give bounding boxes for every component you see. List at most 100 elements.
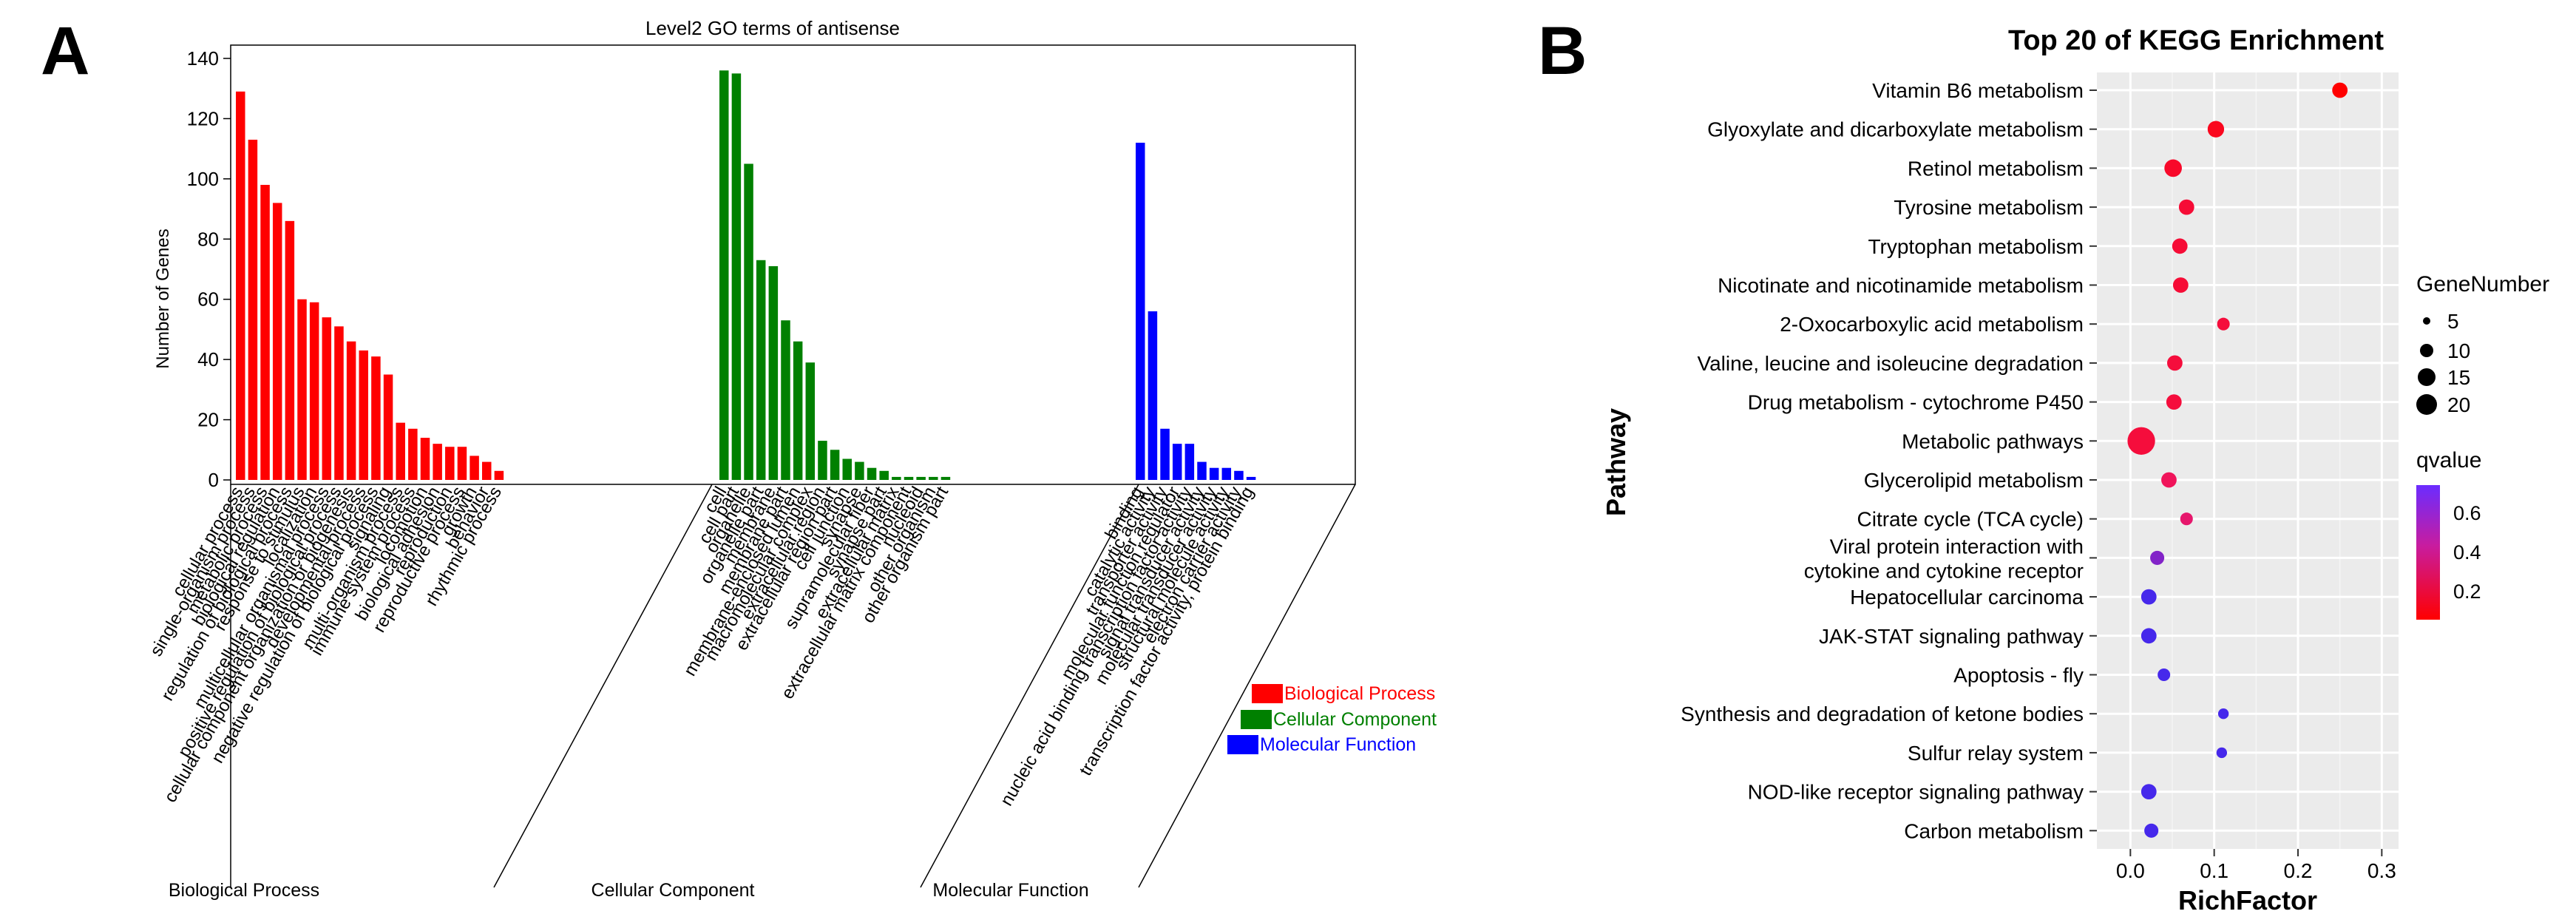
point-carbon-metabolism xyxy=(2144,823,2159,838)
bar-negative-regulation-of-biological-process xyxy=(371,356,381,480)
legend-label-biological-process: Biological Process xyxy=(1284,683,1435,704)
size-legend-label-5: 5 xyxy=(2447,310,2459,333)
y-tick-label: 120 xyxy=(187,107,219,129)
bar-membrane-enclosed-lumen xyxy=(793,341,803,480)
panel-b: B Top 20 of KEGG Enrichment Vitamin B6 m… xyxy=(1538,13,2549,914)
bar-structural-molecule-activity xyxy=(1221,467,1232,480)
bar-molecular-function-regulator xyxy=(1172,444,1182,480)
size-legend-label-15: 15 xyxy=(2447,366,2470,389)
pathway-label-apoptosis-fly: Apoptosis - fly xyxy=(1953,664,2084,687)
y-tick-label: 80 xyxy=(197,228,219,250)
pathway-label-carbon-metabolism: Carbon metabolism xyxy=(1904,819,2084,842)
point-synthesis-and-degradation-of-ketone-bodies xyxy=(2217,708,2229,720)
pathway-label-vitamin-b6-metabolism: Vitamin B6 metabolism xyxy=(1872,79,2084,102)
bar-organelle-part xyxy=(756,260,766,480)
point-hepatocellular-carcinoma xyxy=(2141,589,2157,605)
bar-growth xyxy=(470,456,479,480)
size-legend-dot-20 xyxy=(2416,394,2437,415)
legend-swatch-molecular-function xyxy=(1227,735,1258,754)
bar-biological-regulation xyxy=(272,203,282,480)
panel-b-title: Top 20 of KEGG Enrichment xyxy=(2008,25,2384,56)
panel-a: A Level2 GO terms of antisense Number of… xyxy=(41,13,1437,901)
bar-signal-transducer-activity xyxy=(1197,461,1207,480)
bar-positive-regulation-of-biological-process xyxy=(334,326,344,480)
bar-supramolecular-fiber xyxy=(867,467,877,480)
y-axis-label: Pathway xyxy=(1601,408,1631,516)
bar-transcription-factor-activity-protein-binding xyxy=(1246,476,1256,480)
size-legend-dot-10 xyxy=(2420,344,2433,357)
x-tick-label: 0.1 xyxy=(2200,859,2228,882)
bar-electron-carrier-activity xyxy=(1234,470,1244,480)
pathway-label-nicotinate-and-nicotinamide-metabolism: Nicotinate and nicotinamide metabolism xyxy=(1718,274,2084,297)
bar-membrane-part xyxy=(781,320,790,480)
pathway-label-drug-metabolism-cytochrome-p450: Drug metabolism - cytochrome P450 xyxy=(1748,391,2084,414)
pathway-label-valine-leucine-and-isoleucine-degradation: Valine, leucine and isoleucine degradati… xyxy=(1697,352,2084,375)
legend-swatch-biological-process xyxy=(1252,684,1283,703)
size-legend-dot-5 xyxy=(2423,317,2430,325)
bar-response-to-stimulus xyxy=(297,299,307,480)
bar-behavior xyxy=(482,461,492,480)
bar-cell-part xyxy=(731,73,742,481)
bar-metabolic-process xyxy=(260,185,270,480)
pathway-label-nod-like-receptor-signaling-pathway: NOD-like receptor signaling pathway xyxy=(1748,781,2084,804)
y-tick-label: 40 xyxy=(197,348,219,370)
legend-label-molecular-function: Molecular Function xyxy=(1260,734,1416,755)
pathway-label-citrate-cycle-tca-cycle: Citrate cycle (TCA cycle) xyxy=(1857,508,2084,531)
bar-extracellular-region-part xyxy=(830,450,840,480)
color-legend-tick-0-2: 0.2 xyxy=(2453,580,2481,603)
bar-developmental-process xyxy=(359,350,368,480)
x-tick-label: 0.2 xyxy=(2284,859,2313,882)
grid xyxy=(2097,72,2399,849)
pathway-label-jak-stat-signaling-pathway: JAK-STAT signaling pathway xyxy=(1819,625,2084,648)
bar-biological-adhesion xyxy=(433,444,442,480)
pathway-label-metabolic-pathways: Metabolic pathways xyxy=(1902,430,2084,453)
bar-locomotion xyxy=(420,438,430,480)
pathway-label-tryptophan-metabolism: Tryptophan metabolism xyxy=(1868,235,2084,258)
bar-signaling xyxy=(383,374,393,480)
point-2-oxocarboxylic-acid-metabolism xyxy=(2217,317,2230,331)
size-legend-label-10: 10 xyxy=(2447,339,2470,362)
legend-swatch-cellular-component xyxy=(1241,710,1272,729)
bar-multi-organism-process xyxy=(396,422,405,480)
x-axis-label: RichFactor xyxy=(2178,885,2317,914)
bar-organelle xyxy=(744,163,753,480)
bar-localization xyxy=(309,302,319,480)
plot-background xyxy=(2097,72,2399,849)
bar-membrane xyxy=(768,265,779,480)
panel-b-letter: B xyxy=(1538,13,1587,89)
bar-cellular-component-organization-or-biogenesis xyxy=(346,341,356,480)
y-tick-label: 100 xyxy=(187,168,219,190)
y-tick-label: 140 xyxy=(187,47,219,70)
bar-nucleoid xyxy=(916,476,926,480)
bar-other-organism xyxy=(929,476,938,480)
pathway-label-sulfur-relay-system: Sulfur relay system xyxy=(1908,742,2084,765)
y-tick-label: 60 xyxy=(197,288,219,311)
bar-other-organism-part xyxy=(940,476,951,480)
legend-label-cellular-component: Cellular Component xyxy=(1273,709,1437,730)
y-tick-label: 0 xyxy=(209,469,219,491)
bar-extracellular-matrix xyxy=(892,476,901,480)
plot-frame xyxy=(230,44,1356,485)
y-tick-label: 20 xyxy=(197,409,219,431)
point-metabolic-pathways xyxy=(2127,427,2155,455)
bar-reproduction xyxy=(445,447,455,480)
point-retinol-metabolism xyxy=(2164,159,2182,177)
point-citrate-cycle-tca-cycle xyxy=(2180,512,2193,526)
color-legend-bar xyxy=(2416,485,2440,620)
group-label-molecular-function: Molecular Function xyxy=(932,880,1088,901)
bar-extracellular-matrix-component xyxy=(904,476,914,480)
bar-group xyxy=(236,70,1256,481)
size-legend-title: GeneNumber xyxy=(2416,272,2549,297)
point-jak-stat-signaling-pathway xyxy=(2141,628,2157,644)
pathway-labels: Vitamin B6 metabolism Glyoxylate and dica… xyxy=(1681,79,2097,842)
group-label-biological-process: Biological Process xyxy=(169,880,319,901)
point-nicotinate-and-nicotinamide-metabolism xyxy=(2172,277,2189,293)
bar-catalytic-activity xyxy=(1148,311,1158,480)
point-glycerolipid-metabolism xyxy=(2161,472,2177,488)
panel-a-letter: A xyxy=(41,13,89,89)
bar-single-organism-process xyxy=(248,139,258,480)
bar-synapse xyxy=(855,461,864,480)
pathway-label-viral-protein-interaction-with-cytokine-and-cytokine-receptor-line1: Viral protein interaction with xyxy=(1830,535,2084,558)
